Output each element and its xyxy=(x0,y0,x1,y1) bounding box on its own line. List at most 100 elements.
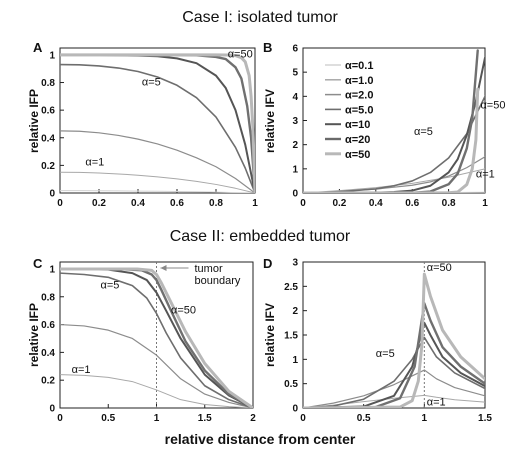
x-tick-label: 0.5 xyxy=(357,413,371,424)
x-tick-label: 0 xyxy=(57,198,63,209)
annotation-word: boundary xyxy=(195,275,241,287)
y-tick-label: 0 xyxy=(292,404,298,415)
series-annotation: α=50 xyxy=(427,262,452,274)
y-tick-label: 4 xyxy=(292,92,298,103)
legend-label: α=20 xyxy=(345,134,370,146)
y-tick-label: 0.5 xyxy=(284,379,298,390)
x-tick-label: 0.4 xyxy=(369,198,383,209)
panel-letter-d: D xyxy=(263,256,272,271)
y-tick-label: 0.8 xyxy=(41,78,55,89)
x-tick-label: 1 xyxy=(252,198,258,209)
series-line-alpha-2-0 xyxy=(60,130,255,193)
y-tick-label: 1.5 xyxy=(284,331,298,342)
x-tick-label: 0.8 xyxy=(209,198,223,209)
series-line-alpha-50 xyxy=(60,267,253,408)
series-annotation: α=1 xyxy=(476,168,495,180)
panel-d: D 0 0.5 1 1.5 2 2.5 3 0 0.5 1 1.5 relative IFV α=50 α=… xyxy=(263,256,492,424)
x-tick-label: 1 xyxy=(482,198,488,209)
case-2-title: Case II: embedded tumor xyxy=(169,228,351,245)
legend-label: α=0.1 xyxy=(345,60,373,72)
series-line-alpha-50 xyxy=(60,53,255,193)
y-tick-label: 0 xyxy=(49,404,55,415)
y-tick-label: 1 xyxy=(49,50,55,61)
x-tick-label: 0.8 xyxy=(442,198,456,209)
y-tick-label: 3 xyxy=(292,116,298,127)
legend: α=0.1 α=1.0 α=2.0 α=5.0 α=10 α=20 α=50 xyxy=(325,60,373,161)
y-tick-label: 0.2 xyxy=(41,161,55,172)
y-tick-label: 1 xyxy=(49,264,55,275)
series-line-alpha-0-1 xyxy=(60,190,255,193)
y-tick-label: 2 xyxy=(292,306,298,317)
case-1-title: Case I: isolated tumor xyxy=(182,9,338,26)
plot-frame xyxy=(302,261,486,409)
series-annotation: α=50 xyxy=(480,99,505,111)
series-annotation: α=1 xyxy=(72,364,91,376)
x-tick-label: 0 xyxy=(57,413,63,424)
x-tick-label: 1.5 xyxy=(478,413,492,424)
legend-label: α=2.0 xyxy=(345,90,373,102)
x-tick-label: 0 xyxy=(300,413,306,424)
series-line-alpha-2-0 xyxy=(60,323,253,408)
series-line-alpha-2-0 xyxy=(303,369,485,408)
panel-a: A 0 0.2 0.4 0.6 0.8 1 0 0.2 0.4 0.6 0.8 1 relative IF… xyxy=(27,40,258,209)
legend-label: α=5.0 xyxy=(345,104,373,116)
panel-letter-b: B xyxy=(263,40,272,55)
annotation-word: tumor xyxy=(195,263,223,275)
x-tick-label: 0.2 xyxy=(92,198,106,209)
y-axis-label: relative IFP xyxy=(27,89,41,153)
y-tick-label: 2.5 xyxy=(284,282,298,293)
boundary-arrowhead xyxy=(160,265,167,271)
x-tick-label: 0.4 xyxy=(131,198,145,209)
series-line-alpha-10 xyxy=(60,267,253,408)
y-tick-label: 2 xyxy=(292,140,298,151)
series-line-alpha-1-0 xyxy=(60,374,253,408)
x-tick-label: 2 xyxy=(250,413,256,424)
y-tick-label: 0.2 xyxy=(41,376,55,387)
y-tick-label: 3 xyxy=(292,258,298,269)
plot-frame xyxy=(59,47,256,194)
legend-label: α=50 xyxy=(345,149,370,161)
x-tick-label: 0.6 xyxy=(170,198,184,209)
series-annotation: α=50 xyxy=(171,304,196,316)
shared-x-axis-label: relative distance from center xyxy=(164,431,356,447)
y-tick-label: 0.4 xyxy=(41,133,55,144)
x-tick-label: 1 xyxy=(154,413,160,424)
x-tick-label: 0.6 xyxy=(405,198,419,209)
series-annotation: α=5 xyxy=(414,126,433,138)
y-tick-label: 0 xyxy=(49,189,55,200)
series-line-alpha-10 xyxy=(303,321,485,408)
series-group xyxy=(303,49,485,193)
x-tick-label: 1.5 xyxy=(198,413,212,424)
series-line-alpha-5-0 xyxy=(303,95,485,193)
series-annotation: α=5 xyxy=(376,348,395,360)
y-tick-label: 0.6 xyxy=(41,106,55,117)
y-tick-label: 0.4 xyxy=(41,348,55,359)
series-group xyxy=(60,53,255,193)
series-line-alpha-5-0 xyxy=(60,272,253,408)
series-line-alpha-5-0 xyxy=(60,63,255,193)
panel-letter-a: A xyxy=(33,40,43,55)
series-group xyxy=(303,272,485,408)
y-tick-label: 0 xyxy=(292,189,298,200)
x-tick-label: 0.2 xyxy=(332,198,346,209)
y-tick-label: 0.6 xyxy=(41,320,55,331)
y-axis-label: relative IFV xyxy=(263,89,277,153)
x-tick-label: 0 xyxy=(300,198,306,209)
panel-letter-c: C xyxy=(33,256,43,271)
legend-label: α=10 xyxy=(345,119,370,131)
x-tick-label: 0.5 xyxy=(101,413,115,424)
series-line-alpha-20 xyxy=(303,49,479,193)
series-line-alpha-1-0 xyxy=(60,171,255,193)
y-axis-label: relative IFP xyxy=(27,303,41,367)
series-line-alpha-50 xyxy=(303,272,485,408)
series-annotation: α=1 xyxy=(85,156,104,168)
y-axis-label: relative IFV xyxy=(263,303,277,367)
series-annotation: α=5 xyxy=(142,76,161,88)
legend-label: α=1.0 xyxy=(345,75,373,87)
series-annotation: α=1 xyxy=(427,397,446,409)
series-annotation: α=5 xyxy=(101,279,120,291)
series-annotation: α=50 xyxy=(228,49,253,61)
